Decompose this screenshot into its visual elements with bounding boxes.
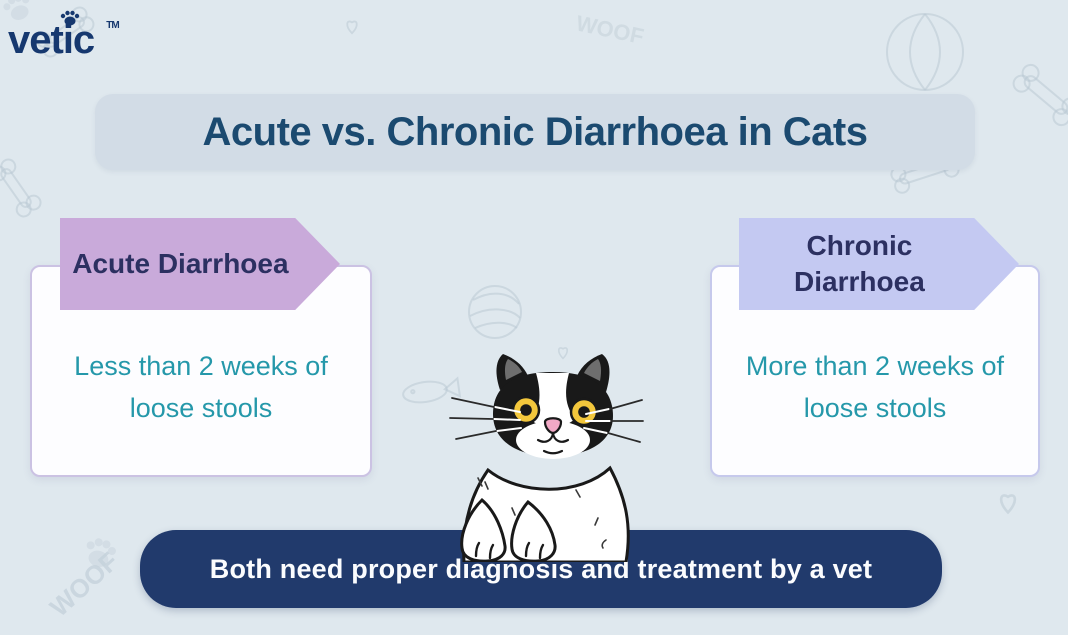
title-banner: Acute vs. Chronic Diarrhoea in Cats	[95, 94, 975, 170]
brand-logo: vetic TM	[8, 10, 120, 63]
cat-ears	[496, 354, 610, 392]
heart-doodle	[999, 494, 1017, 515]
cat-nose	[543, 417, 563, 435]
heart-doodle	[558, 347, 568, 360]
acute-header-banner: Acute Diarrhoea	[60, 218, 340, 310]
chronic-header-label: Chronic Diarrhoea	[794, 230, 925, 297]
cat-eyes	[511, 395, 599, 427]
cat-mouth	[536, 431, 570, 455]
tuxedo-cat-illustration	[449, 354, 644, 562]
woof-doodle-text: WOOF	[574, 10, 646, 49]
yarn-doodle	[468, 285, 522, 339]
chronic-card-body: More than 2 weeks of loose stools	[745, 351, 1005, 423]
paw-icon	[60, 10, 80, 26]
cat-whiskers-inner	[493, 406, 611, 434]
bone-doodle	[35, 6, 95, 58]
chronic-header-banner: Chronic Diarrhoea	[739, 218, 1019, 310]
page-title: Acute vs. Chronic Diarrhoea in Cats	[202, 109, 868, 154]
trademark-label: TM	[106, 20, 119, 31]
heart-doodle	[346, 20, 358, 35]
bone-doodle	[1012, 63, 1068, 127]
bone-doodle	[0, 158, 42, 218]
acute-header-label: Acute Diarrhoea	[72, 248, 289, 280]
woof-doodle-text: WOOF	[44, 546, 124, 622]
fish-doodle	[402, 376, 462, 404]
brand-wordmark: vetic TM	[8, 10, 120, 63]
ball-doodle	[886, 13, 964, 91]
acute-card-body: Less than 2 weeks of loose stools	[74, 351, 328, 423]
cat-whiskers-outer	[449, 397, 644, 443]
cat-paws	[460, 497, 557, 562]
